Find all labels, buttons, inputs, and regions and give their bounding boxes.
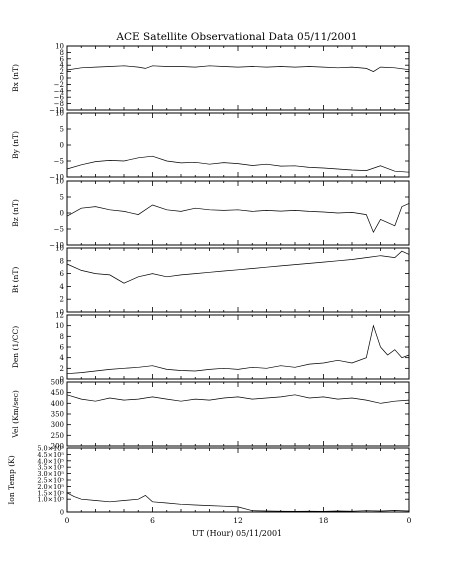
panel-6-ytick-label: 250 <box>51 432 64 440</box>
panel-4-ytick-label: 4 <box>60 283 65 291</box>
panel-6-ytick-label: 500 <box>51 379 64 387</box>
figure-title: ACE Satellite Observational Data 05/11/2… <box>115 31 357 43</box>
panel-2-frame <box>66 112 410 178</box>
panel-3-ytick-label: 5 <box>60 194 64 202</box>
panel-1-ytick-label: −4 <box>54 87 65 95</box>
panel-6-ytick-label: 400 <box>51 400 64 408</box>
panel-5-ylabel: Den (1/CC) <box>11 326 20 368</box>
panel-1-frame <box>66 45 410 111</box>
panel-5-series-line <box>66 324 410 375</box>
panel-4-ytick-label: 6 <box>60 270 65 278</box>
panel-5-ytick-label: 2 <box>60 365 64 373</box>
panel-7-ylabel: Ion Temp (K) <box>7 455 16 504</box>
panel-5-ytick-label: 12 <box>55 312 64 320</box>
panel-4-ytick-label: 0 <box>60 309 64 317</box>
panel-1-ytick-label: −6 <box>54 94 65 102</box>
panel-6-ytick-label: 350 <box>51 411 64 419</box>
panel-7-series-line <box>66 492 410 512</box>
panel-5-ytick-label: 10 <box>55 322 64 330</box>
panel-2-ylabel: By (nT) <box>11 131 20 159</box>
panel-4-series-line <box>66 250 410 284</box>
panel-6-ylabel: Vel (Km/sec) <box>11 390 20 439</box>
panel-1-series-line <box>66 65 410 72</box>
panel-2-ytick-label: 5 <box>60 126 64 134</box>
panel-4-ytick-label: 10 <box>55 245 64 253</box>
panel-1-ytick-label: 6 <box>60 55 65 63</box>
panel-1-ylabel: Bx (nT) <box>11 64 20 92</box>
panel-3-ylabel: Bz (nT) <box>11 199 20 227</box>
x-tick-label: 18 <box>319 516 329 525</box>
panel-4-ylabel: Bt (nT) <box>11 267 20 294</box>
x-tick-label: 0 <box>407 516 412 525</box>
panel-7-ytick-label: 4.0×10⁵ <box>37 457 64 465</box>
panel-6-ytick-label: 300 <box>51 421 64 429</box>
panel-1-ytick-label: 10 <box>55 43 64 51</box>
panel-4-ytick-label: 8 <box>60 257 64 265</box>
panel-6-ytick-label: 200 <box>51 443 64 451</box>
panel-7-ytick-label: 0 <box>60 509 64 517</box>
panel-5-ytick-label: 0 <box>60 376 64 384</box>
panel-7-frame <box>66 447 410 513</box>
panel-2-ytick-label: 10 <box>55 110 64 118</box>
panel-1-ytick-label: 0 <box>60 75 64 83</box>
panel-3-ytick-label: −5 <box>54 226 64 234</box>
panel-2-ytick-label: −5 <box>54 158 64 166</box>
panel-7-ytick-label: 1.0×10⁵ <box>37 496 64 504</box>
x-axis-label: UT (Hour) 05/11/2001 <box>192 529 282 538</box>
panel-5-ytick-label: 8 <box>60 333 64 341</box>
panel-7-ytick-label: 2.0×10⁵ <box>37 483 64 491</box>
panel-7-ytick-label: 4.5×10⁵ <box>37 451 64 459</box>
panel-6-ytick-label: 450 <box>51 389 64 397</box>
panel-7-ytick-label: 1.5×10⁵ <box>37 489 64 497</box>
panel-7-ytick-label: 5.0×10⁵ <box>37 445 64 453</box>
panel-4-ytick-label: 2 <box>60 296 64 304</box>
x-tick-label: 12 <box>233 516 243 525</box>
panel-3-ytick-label: −10 <box>49 242 64 250</box>
panel-7-ytick-label: 3.0×10⁵ <box>37 470 64 478</box>
panel-7-ytick-label: 3.5×10⁵ <box>37 464 64 472</box>
panel-6-frame <box>66 381 410 447</box>
panel-1-ytick-label: −10 <box>49 107 64 115</box>
panel-1-ytick-label: 2 <box>60 68 64 76</box>
panel-2-ytick-label: −10 <box>49 174 64 182</box>
panel-3-ytick-label: 10 <box>55 178 64 186</box>
panel-3-ytick-label: 0 <box>60 210 64 218</box>
panel-1-ytick-label: −2 <box>54 81 64 89</box>
panel-1-ytick-label: −8 <box>54 100 64 108</box>
panel-2-ytick-label: 0 <box>60 142 64 150</box>
x-tick-label: 0 <box>65 516 70 525</box>
panel-6-series-line <box>66 394 410 404</box>
panel-1-ytick-label: 4 <box>60 62 65 70</box>
panel-2-series-line <box>66 155 410 173</box>
panel-7-ytick-label: 2.5×10⁵ <box>37 477 64 485</box>
panel-1-ytick-label: 8 <box>60 49 64 57</box>
panel-3-series-line <box>66 203 410 234</box>
panel-5-ytick-label: 4 <box>60 354 65 362</box>
x-tick-label: 6 <box>150 516 155 525</box>
panel-5-ytick-label: 6 <box>60 344 65 352</box>
